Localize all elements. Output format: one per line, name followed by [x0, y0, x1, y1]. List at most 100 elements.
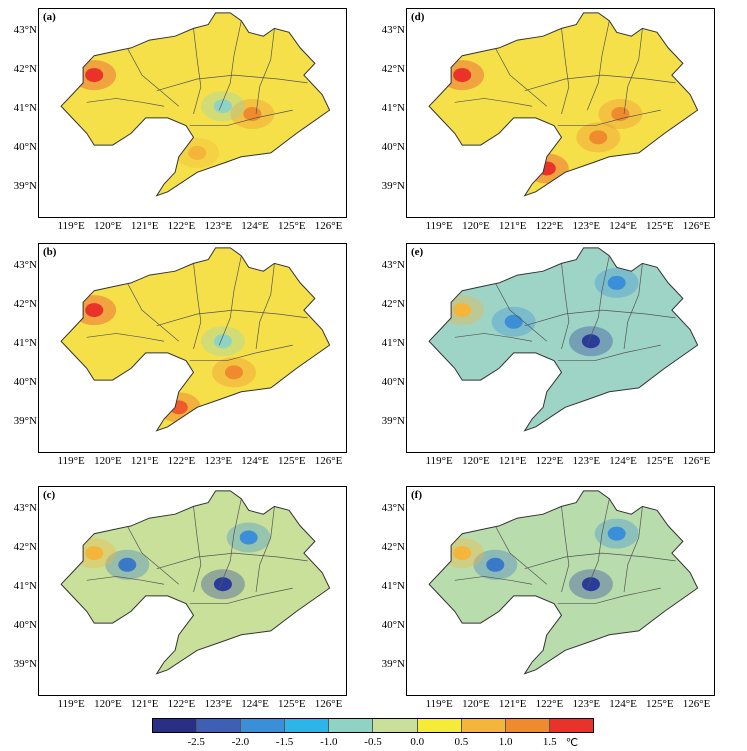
lon-tick-label: 124°E [241, 455, 269, 467]
lon-tick-label: 121°E [498, 220, 527, 232]
prefecture-boundary [494, 525, 548, 585]
lon-tick-label: 120°E [462, 698, 490, 710]
lon-tick-label: 123°E [572, 220, 601, 232]
lon-tick-label: 125°E [278, 698, 306, 710]
lon-tick-label: 125°E [278, 220, 306, 232]
prefecture-boundary [193, 263, 202, 350]
lon-tick-label: 120°E [462, 220, 490, 232]
province-outline [60, 12, 331, 197]
lon-tick-label: 125°E [646, 698, 674, 710]
lon-tick-label: 120°E [94, 455, 122, 467]
province-fill [429, 247, 698, 431]
colorbar-tick-label: ℃ [565, 737, 579, 749]
anomaly-center [504, 314, 523, 329]
panel-label: (d) [411, 11, 425, 23]
lat-tick-label: 41°N [13, 102, 37, 115]
lon-tick-label: 125°E [646, 220, 674, 232]
colorbar-tick-label: 0.0 [410, 736, 425, 748]
lon-tick-label: 124°E [609, 698, 637, 710]
colorbar-tick-label: -0.5 [364, 736, 382, 748]
prefecture-boundary [218, 255, 242, 346]
lon-tick-label: 123°E [204, 220, 233, 232]
anomaly-center [213, 334, 232, 349]
panel-label: (e) [411, 246, 424, 258]
prefecture-boundary [494, 47, 548, 107]
lon-tick-label: 124°E [609, 455, 637, 467]
lat-tick-label: 40°N [13, 141, 37, 153]
anomaly-center [581, 334, 600, 349]
lon-tick-label: 120°E [462, 455, 490, 467]
prefecture-boundary [557, 344, 661, 362]
anomaly-center [486, 557, 505, 572]
prefecture-boundary [623, 506, 643, 593]
map-panel: (b) [38, 243, 347, 453]
anomaly-center [188, 145, 207, 160]
lon-tick-label: 120°E [94, 220, 122, 232]
anomaly-center [607, 275, 626, 290]
anomaly-center [213, 99, 232, 114]
prefecture-boundary [557, 587, 661, 605]
anomaly-center [453, 68, 472, 83]
anomaly-center [537, 161, 556, 176]
lon-tick-label: 126°E [682, 698, 711, 710]
lon-tick-label: 123°E [572, 698, 601, 710]
lon-tick-label: 121°E [130, 698, 159, 710]
colorbar-tick-label: 1.5 [542, 736, 557, 748]
lon-tick-label: 121°E [130, 455, 159, 467]
colorbar-swatch [549, 719, 593, 732]
colorbar-tick-label: -1.0 [320, 736, 338, 748]
prefecture-boundary [126, 47, 180, 107]
prefecture-boundary [86, 576, 165, 585]
lat-tick-label: 43°N [381, 502, 405, 515]
prefecture-boundary [586, 255, 610, 346]
anomaly-center [169, 400, 188, 415]
colorbar-tick-label: 1.0 [498, 736, 513, 748]
prefecture-boundary [557, 109, 661, 127]
prefecture-boundary [586, 20, 610, 111]
map-panel: (e) [406, 243, 715, 453]
prefecture-boundary [255, 28, 275, 115]
lon-tick-label: 123°E [572, 455, 601, 467]
province-map [60, 247, 331, 432]
lat-tick-label: 39°N [13, 414, 37, 427]
colorbar-tick-label: -2.0 [231, 736, 250, 748]
lon-tick-label: 121°E [498, 455, 527, 467]
province-fill [61, 12, 330, 196]
lat-tick-label: 43°N [381, 24, 405, 37]
lat-tick-label: 42°N [381, 63, 405, 76]
lat-tick-label: 43°N [13, 24, 37, 37]
prefecture-boundary [524, 552, 676, 570]
lon-tick-label: 126°E [314, 698, 343, 710]
lon-tick-label: 125°E [646, 455, 674, 467]
anomaly-center [85, 546, 104, 561]
panel-label: (b) [43, 246, 57, 258]
lat-tick-label: 40°N [13, 619, 37, 631]
colorbar-tick-label: 0.5 [454, 736, 469, 748]
prefecture-boundary [586, 498, 610, 589]
lon-tick-label: 119°E [57, 220, 85, 232]
lat-tick-label: 41°N [381, 337, 405, 350]
lon-tick-label: 124°E [241, 220, 269, 232]
lon-tick-label: 121°E [130, 220, 159, 232]
lat-tick-label: 42°N [13, 541, 37, 554]
prefecture-boundary [189, 344, 293, 362]
prefecture-boundary [126, 282, 180, 342]
colorbar-tick-label: -2.5 [187, 736, 205, 748]
prefecture-boundary [86, 98, 165, 107]
lon-tick-label: 126°E [314, 455, 343, 467]
province-outline [428, 490, 699, 675]
province-map [428, 490, 699, 675]
lat-tick-label: 42°N [13, 63, 37, 76]
colorbar-swatch [505, 719, 550, 732]
province-outline [60, 247, 331, 432]
lat-tick-label: 41°N [381, 580, 405, 593]
province-fill [429, 12, 698, 196]
lat-tick-label: 41°N [381, 102, 405, 115]
lon-tick-label: 126°E [314, 220, 343, 232]
prefecture-boundary [524, 309, 676, 327]
map-panel: (a) [38, 8, 347, 218]
lon-tick-label: 122°E [535, 220, 564, 232]
province-fill [61, 247, 330, 431]
lon-tick-label: 122°E [167, 220, 196, 232]
lat-tick-label: 39°N [381, 657, 405, 670]
